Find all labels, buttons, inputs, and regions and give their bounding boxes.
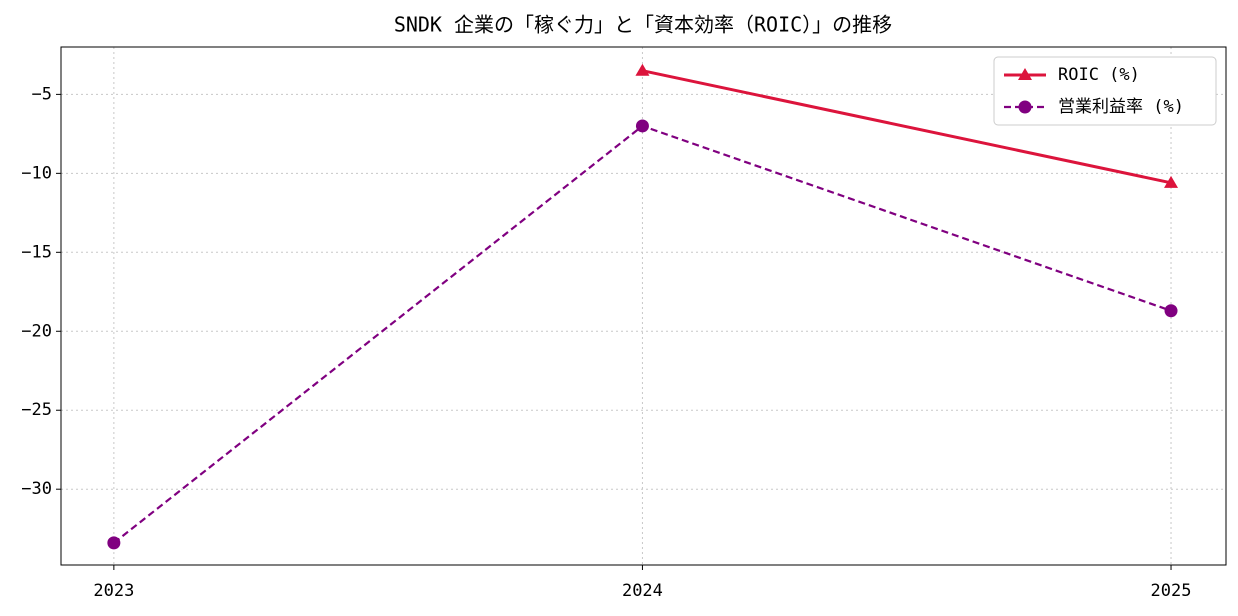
- y-tick-label: −10: [21, 163, 52, 183]
- marker: [635, 63, 650, 76]
- y-tick-label: −30: [21, 479, 52, 499]
- line: [642, 69, 1172, 185]
- x-tick-label: 2024: [622, 581, 663, 601]
- plot-frame: [60, 46, 1227, 566]
- legend: ROIC (%) 営業利益率 (%): [993, 56, 1217, 126]
- marker: [107, 536, 121, 550]
- marker: [635, 119, 649, 133]
- y-tick-label: −25: [21, 400, 52, 420]
- marker: [1164, 304, 1178, 318]
- marker: [1164, 175, 1179, 188]
- marker: [1018, 100, 1032, 114]
- x-tick-label: 2023: [93, 581, 134, 601]
- legend-label: 営業利益率 (%): [1058, 97, 1184, 117]
- y-tick-label: −20: [21, 321, 52, 341]
- chart-title: SNDK 企業の「稼ぐ力」と「資本効率（ROIC）」の推移: [394, 13, 892, 37]
- y-tick-label: −5: [32, 84, 52, 104]
- x-tick-label: 2025: [1151, 581, 1192, 601]
- legend-box: [993, 56, 1217, 126]
- legend-label: ROIC (%): [1058, 65, 1140, 85]
- y-tick-label: −15: [21, 242, 52, 262]
- marker: [1018, 68, 1032, 80]
